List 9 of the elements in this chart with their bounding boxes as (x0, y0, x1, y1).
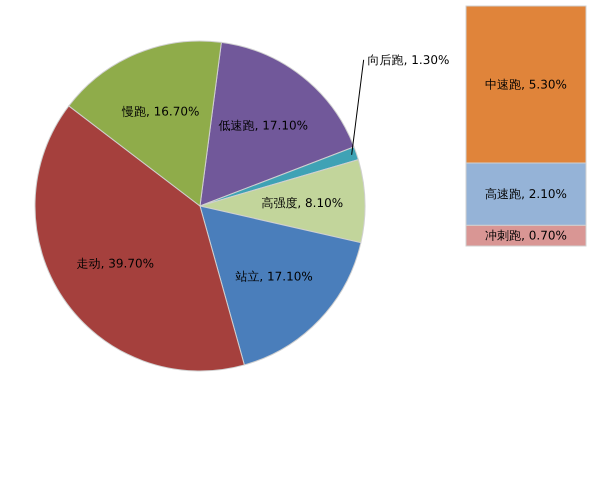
slice-label: 低速跑, 17.10% (218, 118, 308, 133)
slice-label: 站立, 17.10% (235, 270, 313, 284)
slice-label: 高强度, 8.10% (261, 196, 344, 210)
data-label: 冲刺跑, 0.70% (485, 228, 567, 243)
slice-label: 慢跑, 16.70% (120, 104, 200, 119)
slice-label: 走动, 39.70% (76, 256, 154, 270)
data-label: 中速跑, 5.30% (485, 78, 567, 92)
slice-label: 向后跑, 1.30% (368, 52, 450, 67)
data-label: 高速跑, 2.10% (485, 187, 567, 202)
